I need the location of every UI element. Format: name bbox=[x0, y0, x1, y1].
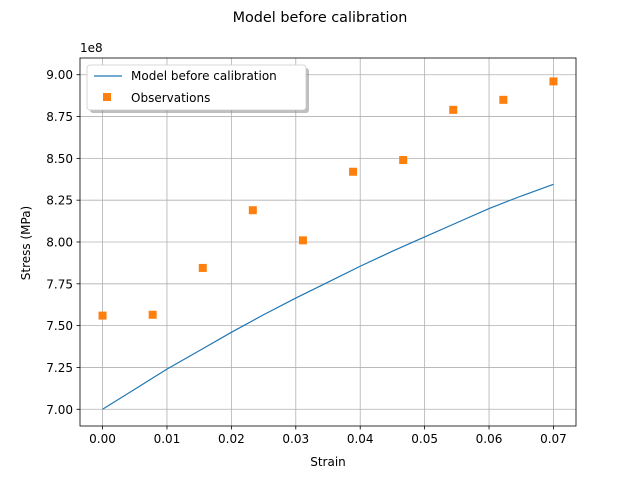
legend-square-swatch bbox=[103, 93, 111, 101]
observation-point bbox=[148, 310, 157, 319]
y-tick-label: 7.00 bbox=[46, 403, 73, 417]
y-axis-label: Stress (MPa) bbox=[19, 206, 33, 280]
observation-point bbox=[298, 236, 307, 245]
grid bbox=[80, 58, 576, 426]
observation-point bbox=[98, 311, 107, 320]
series-line-model bbox=[102, 183, 554, 410]
y-offset-label: 1e8 bbox=[80, 41, 103, 55]
legend: Model before calibration Observations bbox=[86, 64, 309, 113]
observation-point bbox=[248, 206, 257, 215]
legend-box bbox=[86, 64, 307, 111]
y-axis: 7.00 7.25 7.50 7.75 8.00 8.25 8.50 8.75 9.00 bbox=[46, 68, 80, 417]
plot-area bbox=[98, 77, 558, 410]
y-tick-label: 9.00 bbox=[46, 68, 73, 82]
observation-point bbox=[549, 77, 558, 86]
observation-point bbox=[499, 95, 508, 104]
y-tick-label: 7.75 bbox=[46, 277, 73, 291]
x-tick-label: 0.02 bbox=[218, 432, 245, 446]
x-tick-label: 0.01 bbox=[154, 432, 181, 446]
observation-point bbox=[349, 167, 358, 176]
x-tick-label: 0.03 bbox=[282, 432, 309, 446]
observation-point bbox=[198, 263, 207, 272]
y-tick-label: 8.75 bbox=[46, 110, 73, 124]
y-tick-label: 8.00 bbox=[46, 236, 73, 250]
chart-title: Model before calibration bbox=[233, 10, 408, 26]
observation-point bbox=[449, 105, 458, 114]
y-tick-label: 7.25 bbox=[46, 361, 73, 375]
observation-point bbox=[399, 156, 408, 165]
x-tick-label: 0.06 bbox=[476, 432, 503, 446]
x-axis: 0.00 0.01 0.02 0.03 0.04 0.05 0.06 0.07 bbox=[89, 426, 567, 446]
x-tick-label: 0.05 bbox=[411, 432, 438, 446]
y-tick-label: 8.25 bbox=[46, 194, 73, 208]
x-tick-label: 0.00 bbox=[89, 432, 116, 446]
legend-label-observations: Observations bbox=[131, 91, 210, 105]
x-tick-label: 0.07 bbox=[540, 432, 567, 446]
y-tick-label: 8.50 bbox=[46, 152, 73, 166]
x-tick-label: 0.04 bbox=[347, 432, 374, 446]
x-axis-label: Strain bbox=[310, 455, 346, 469]
legend-label-model: Model before calibration bbox=[131, 69, 277, 83]
y-tick-label: 7.50 bbox=[46, 319, 73, 333]
